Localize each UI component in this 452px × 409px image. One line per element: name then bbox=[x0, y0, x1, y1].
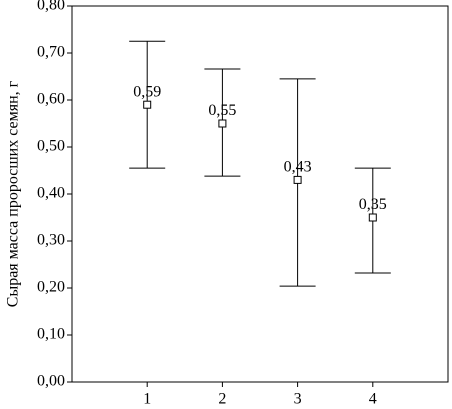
y-tick-label: 0,10 bbox=[37, 326, 65, 343]
mean-point bbox=[218, 119, 227, 128]
y-tick-label: 0,40 bbox=[37, 185, 65, 202]
x-tick-label: 3 bbox=[294, 391, 302, 408]
y-tick-label: 0,70 bbox=[37, 44, 65, 61]
x-tick-label: 1 bbox=[143, 391, 151, 408]
x-tick-label: 2 bbox=[218, 391, 226, 408]
y-tick-label: 0,20 bbox=[37, 279, 65, 296]
value-label: 0,59 bbox=[133, 83, 161, 100]
y-tick-label: 0,80 bbox=[37, 0, 65, 14]
value-label: 0,35 bbox=[359, 196, 387, 213]
mean-point bbox=[143, 100, 152, 109]
y-tick-label: 0,50 bbox=[37, 138, 65, 155]
value-label: 0,55 bbox=[208, 102, 236, 119]
y-tick-label: 0,30 bbox=[37, 232, 65, 249]
y-tick-label: 0,60 bbox=[37, 91, 65, 108]
value-label: 0,43 bbox=[284, 159, 312, 176]
mean-point bbox=[368, 213, 377, 222]
y-tick-label: 0,00 bbox=[37, 373, 65, 390]
mean-point bbox=[293, 175, 302, 184]
plot-frame bbox=[71, 5, 449, 383]
y-axis-label: Сырая масса проросших семян, г bbox=[5, 80, 22, 307]
x-tick-label: 4 bbox=[369, 391, 377, 408]
